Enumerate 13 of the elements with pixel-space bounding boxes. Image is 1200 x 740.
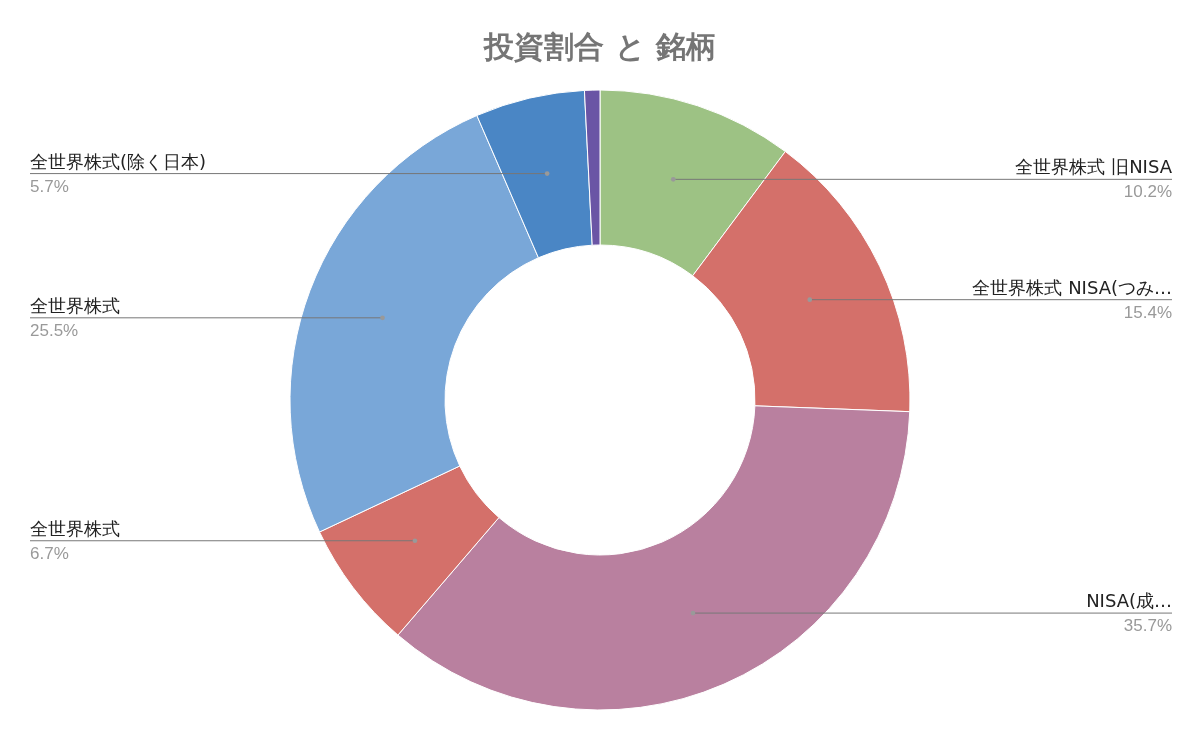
slice-label: 全世界株式 [30,517,120,539]
data-label: 10.2% [1123,182,1172,202]
chart-title: 投資割合 と 銘柄 [483,29,716,64]
slice-label: 全世界株式(除く日本) [30,150,207,172]
data-label: 15.4% [1123,302,1172,322]
slice-label: 全世界株式 旧NISA [1015,156,1173,178]
data-label: 5.7% [30,176,69,196]
data-label: 25.5% [30,320,79,340]
data-label: 6.7% [30,543,69,563]
slice-label: 全世界株式 [30,294,120,316]
data-label: 35.7% [1123,616,1172,636]
slice-label: 全世界株式 NISA(つみ… [972,276,1172,298]
slice-label: NISA(成… [1086,590,1172,612]
